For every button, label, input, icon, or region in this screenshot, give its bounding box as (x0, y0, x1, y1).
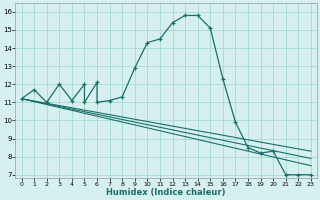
X-axis label: Humidex (Indice chaleur): Humidex (Indice chaleur) (107, 188, 226, 197)
